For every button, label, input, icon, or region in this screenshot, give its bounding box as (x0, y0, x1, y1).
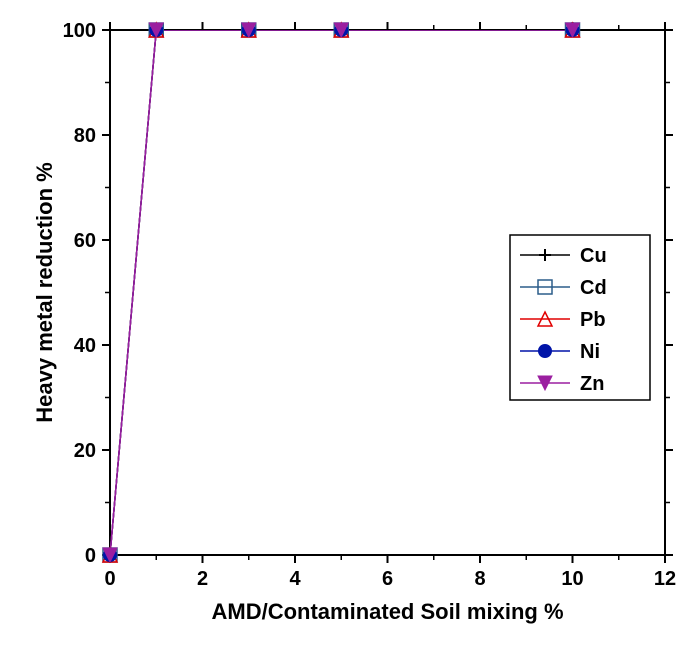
legend-label-cd: Cd (580, 277, 607, 299)
chart-container: 0 2 4 6 8 10 12 0 20 40 60 80 100 AMD/Contaminated So… (0, 0, 692, 660)
ytick-label: 60 (74, 230, 96, 252)
legend-label-pb: Pb (580, 309, 606, 331)
xtick-label: 2 (197, 568, 208, 590)
xtick-label: 6 (382, 568, 393, 590)
xtick-label: 0 (104, 568, 115, 590)
x-axis-label: AMD/Contaminated Soil mixing % (211, 599, 563, 624)
xtick-label: 4 (289, 568, 301, 590)
legend-label-ni: Ni (580, 341, 600, 363)
circle-icon (539, 345, 552, 358)
legend-label-cu: Cu (580, 245, 607, 267)
legend-label-zn: Zn (580, 373, 604, 395)
ytick-label: 20 (74, 440, 96, 462)
xtick-label: 10 (561, 568, 583, 590)
xtick-label: 12 (654, 568, 676, 590)
xtick-label: 8 (474, 568, 485, 590)
ytick-label: 80 (74, 125, 96, 147)
y-axis-label: Heavy metal reduction % (32, 162, 57, 422)
ytick-label: 40 (74, 335, 96, 357)
chart-svg: 0 2 4 6 8 10 12 0 20 40 60 80 100 AMD/Contaminated So… (0, 0, 692, 660)
ytick-label: 0 (85, 545, 96, 567)
ytick-label: 100 (63, 20, 96, 42)
